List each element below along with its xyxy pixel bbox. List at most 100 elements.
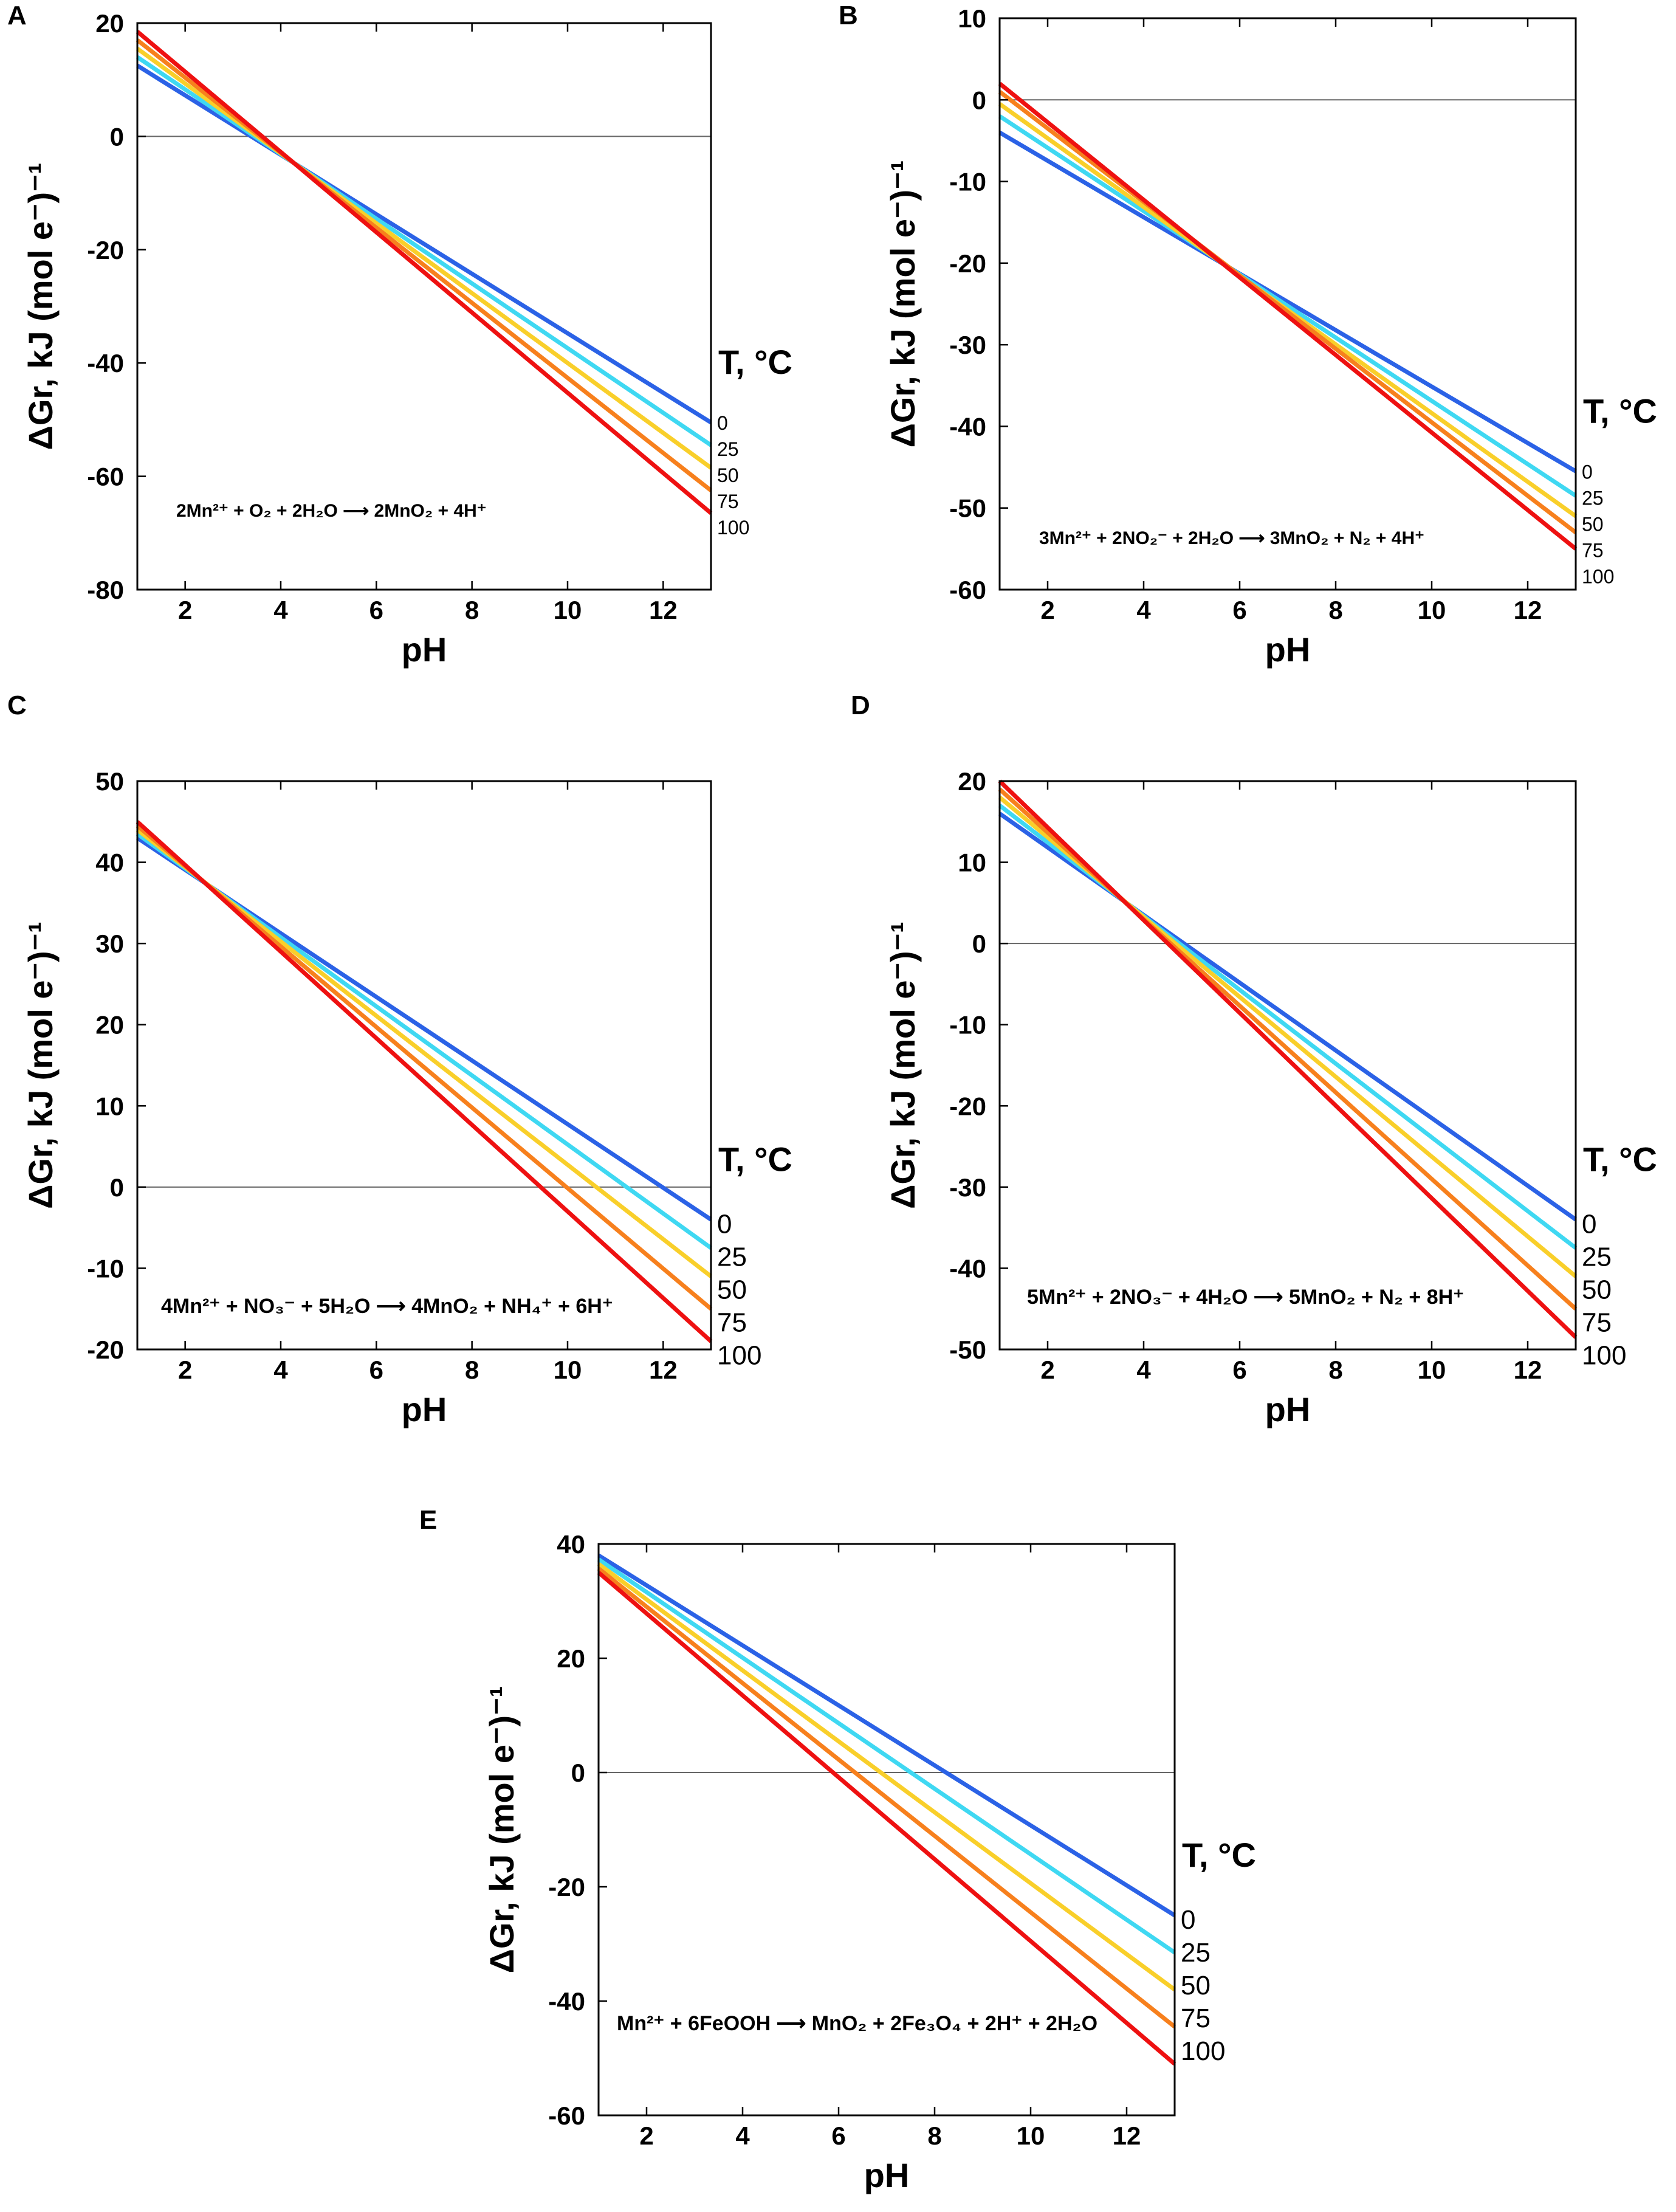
reaction-equation: Mn²⁺ + 6FeOOH ⟶ MnO₂ + 2Fe₃O₄ + 2H⁺ + 2H… [617,2012,1097,2035]
x-tick-label: 12 [1514,1356,1542,1384]
legend-title: T, °C [718,1140,792,1178]
series-line-50 [136,47,713,470]
x-tick-label: 12 [1514,596,1542,624]
series-line-25 [136,55,712,447]
legend-entry-100: 100 [717,517,749,539]
x-tick-label: 6 [831,2121,845,2150]
legend-entry-0: 0 [1181,1905,1195,1935]
x-tick-label: 8 [465,596,479,624]
reaction-equation: 4Mn²⁺ + NO₃⁻ + 5H₂O ⟶ 4MnO₂ + NH₄⁺ + 6H⁺ [161,1295,613,1318]
panel-letter: A [7,1,27,30]
y-tick-label: 40 [95,849,124,877]
x-tick-label: 10 [1418,1356,1446,1384]
legend-entry-25: 25 [1181,1938,1211,1968]
legend-entry-75: 75 [1181,2004,1211,2033]
y-tick-label: 50 [95,767,124,796]
y-tick-label: 20 [95,9,124,38]
plot-frame [136,22,712,591]
y-tick-label: -20 [87,236,124,264]
panel-letter: B [839,1,858,30]
legend-entry-75: 75 [717,491,739,512]
x-tick-label: 2 [1040,1356,1054,1384]
y-tick-label: -40 [548,1987,585,2016]
reaction-equation: 2Mn²⁺ + O₂ + 2H₂O ⟶ 2MnO₂ + 4H⁺ [176,501,487,521]
x-tick-label: 8 [1328,596,1342,624]
series-line-25 [597,1557,1176,1954]
legend-title: T, °C [1583,1140,1657,1178]
y-axis-label: ΔGr, kJ (mol e⁻)⁻¹ [21,922,60,1209]
y-tick-label: 0 [972,929,986,958]
y-tick-label: -10 [87,1254,124,1283]
legend-entry-25: 25 [1582,487,1604,509]
legend-entry-50: 50 [1582,1275,1612,1304]
legend-entry-75: 75 [717,1308,747,1337]
x-tick-label: 6 [1232,596,1246,624]
x-axis-label: pH [864,2156,910,2194]
series-line-25 [998,114,1577,498]
y-tick-label: -60 [87,463,124,491]
legend-entry-25: 25 [1582,1242,1612,1272]
x-tick-label: 12 [1113,2121,1141,2150]
y-tick-label: -20 [87,1335,124,1364]
y-tick-label: -10 [949,168,986,196]
y-tick-label: 10 [95,1092,124,1120]
y-tick-label: -50 [949,1335,986,1364]
y-tick-label: 0 [571,1759,585,1787]
legend-entry-100: 100 [1582,1340,1626,1370]
y-axis-label: ΔGr, kJ (mol e⁻)⁻¹ [21,163,60,450]
series-line-75 [998,90,1578,534]
legend-title: T, °C [718,343,792,381]
y-tick-label: 30 [95,929,124,958]
legend-entry-50: 50 [1181,1971,1211,2000]
y-tick-label: -40 [87,349,124,377]
x-tick-label: 8 [927,2121,941,2150]
reaction-equation: 3Mn²⁺ + 2NO₂⁻ + 2H₂O ⟶ 3MnO₂ + N₂ + 4H⁺ [1039,528,1424,548]
legend-entry-50: 50 [717,464,739,486]
series-line-75 [597,1566,1176,2029]
series-line-50 [597,1562,1176,1992]
x-tick-label: 2 [1040,596,1054,624]
legend-entry-100: 100 [717,1340,761,1370]
legend-entry-50: 50 [717,1275,747,1304]
y-tick-label: -30 [949,331,986,359]
x-tick-label: 10 [554,1356,582,1384]
y-tick-label: -60 [949,576,986,604]
y-tick-label: -20 [548,1873,585,1901]
y-tick-label: 10 [958,4,986,33]
y-tick-label: 20 [557,1644,585,1673]
legend-entry-100: 100 [1582,565,1614,587]
plot-frame [998,780,1577,1351]
y-tick-label: -30 [949,1173,986,1202]
x-tick-label: 2 [178,596,192,624]
x-axis-label: pH [1265,630,1311,669]
legend-entry-0: 0 [717,412,728,434]
y-tick-label: 10 [958,849,986,877]
series-line-100 [597,1571,1176,2066]
x-tick-label: 2 [639,2121,653,2150]
x-tick-label: 8 [465,1356,479,1384]
series-line-0 [597,1553,1176,1917]
x-tick-label: 12 [649,596,678,624]
y-tick-label: -60 [548,2101,585,2130]
legend-entry-0: 0 [1582,1209,1596,1239]
y-axis-label: ΔGr, kJ (mol e⁻)⁻¹ [884,160,922,448]
series-line-0 [136,63,712,425]
x-tick-label: 10 [1017,2121,1045,2150]
x-tick-label: 6 [369,596,383,624]
x-tick-label: 2 [178,1356,192,1384]
x-axis-label: pH [1265,1390,1311,1428]
y-tick-label: -20 [949,1092,986,1120]
y-tick-label: 20 [958,767,986,796]
series-line-75 [136,38,713,492]
y-tick-label: -80 [87,576,124,604]
x-tick-label: 4 [1136,1356,1151,1384]
legend-entry-75: 75 [1582,539,1604,561]
y-tick-label: -10 [949,1011,986,1039]
series-line-0 [998,130,1577,474]
panel-letter: D [851,691,870,720]
y-axis-label: ΔGr, kJ (mol e⁻)⁻¹ [884,922,922,1209]
